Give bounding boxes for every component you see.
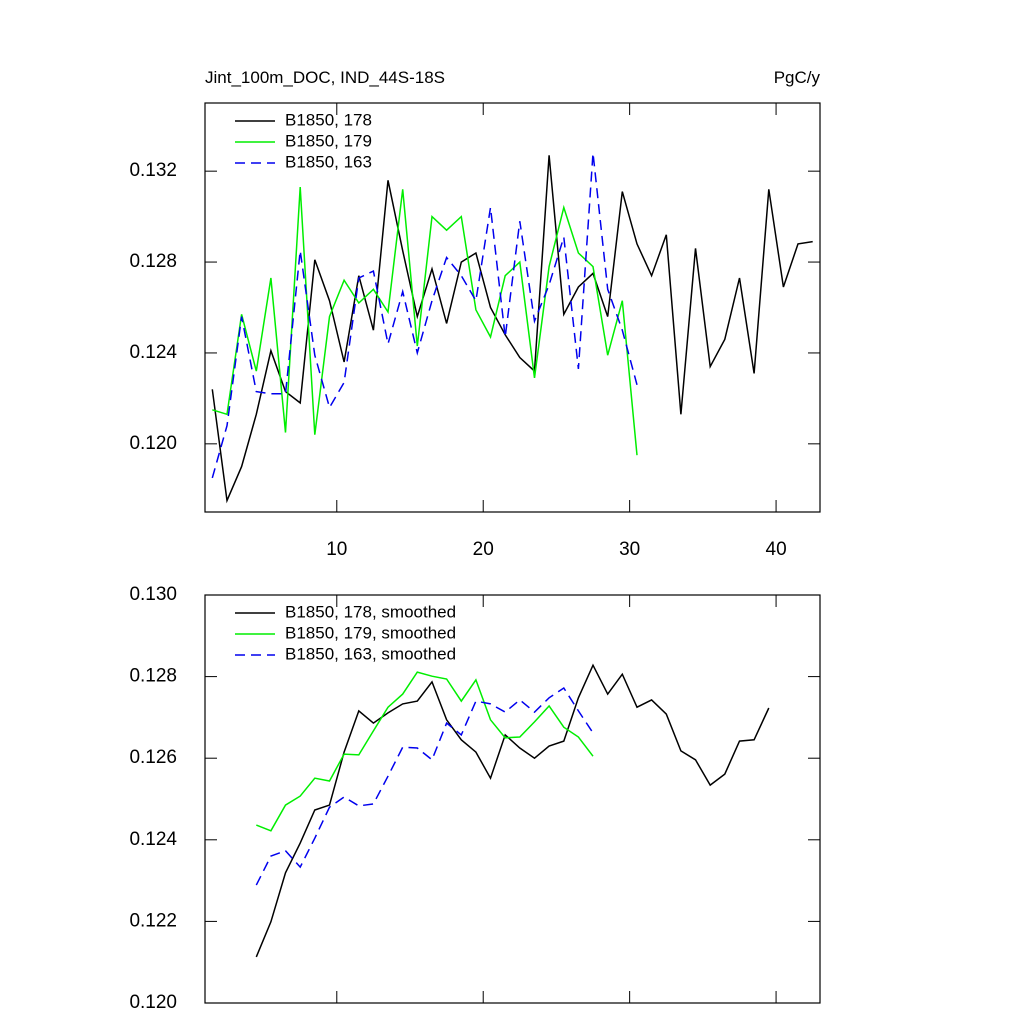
series-line bbox=[256, 671, 594, 832]
y-tick-label: 0.124 bbox=[129, 829, 177, 850]
legend-label: B1850, 178, smoothed bbox=[285, 602, 456, 621]
legend-label: B1850, 163, smoothed bbox=[285, 644, 456, 663]
plot-frame bbox=[204, 594, 821, 1004]
legend-label: B1850, 178 bbox=[285, 110, 372, 129]
x-tick-label: 10 bbox=[326, 539, 347, 560]
series-line bbox=[211, 155, 813, 504]
y-tick-label: 0.128 bbox=[129, 666, 177, 687]
y-tick-label: 0.120 bbox=[129, 992, 177, 1013]
legend-label: B1850, 163 bbox=[285, 152, 372, 171]
y-tick-label: 0.132 bbox=[129, 160, 177, 181]
y-tick-label: 0.128 bbox=[129, 251, 177, 272]
series-line bbox=[255, 686, 594, 886]
y-tick-label: 0.124 bbox=[129, 342, 177, 363]
plot-frame bbox=[204, 102, 821, 513]
x-tick-label: 30 bbox=[619, 539, 640, 560]
series-line bbox=[212, 187, 638, 456]
y-tick-label: 0.122 bbox=[129, 910, 177, 931]
chart-title: Jint_100m_DOC, IND_44S-18S bbox=[205, 68, 445, 87]
legend-label: B1850, 179, smoothed bbox=[285, 623, 456, 642]
y-tick-label: 0.130 bbox=[129, 584, 177, 605]
series-line bbox=[211, 152, 638, 479]
x-tick-label: 40 bbox=[766, 539, 787, 560]
series-line bbox=[255, 663, 770, 958]
x-tick-label: 20 bbox=[473, 539, 494, 560]
legend-label: B1850, 179 bbox=[285, 131, 372, 150]
units-label: PgC/y bbox=[774, 68, 821, 87]
y-tick-label: 0.126 bbox=[129, 747, 177, 768]
y-tick-label: 0.120 bbox=[129, 433, 177, 454]
